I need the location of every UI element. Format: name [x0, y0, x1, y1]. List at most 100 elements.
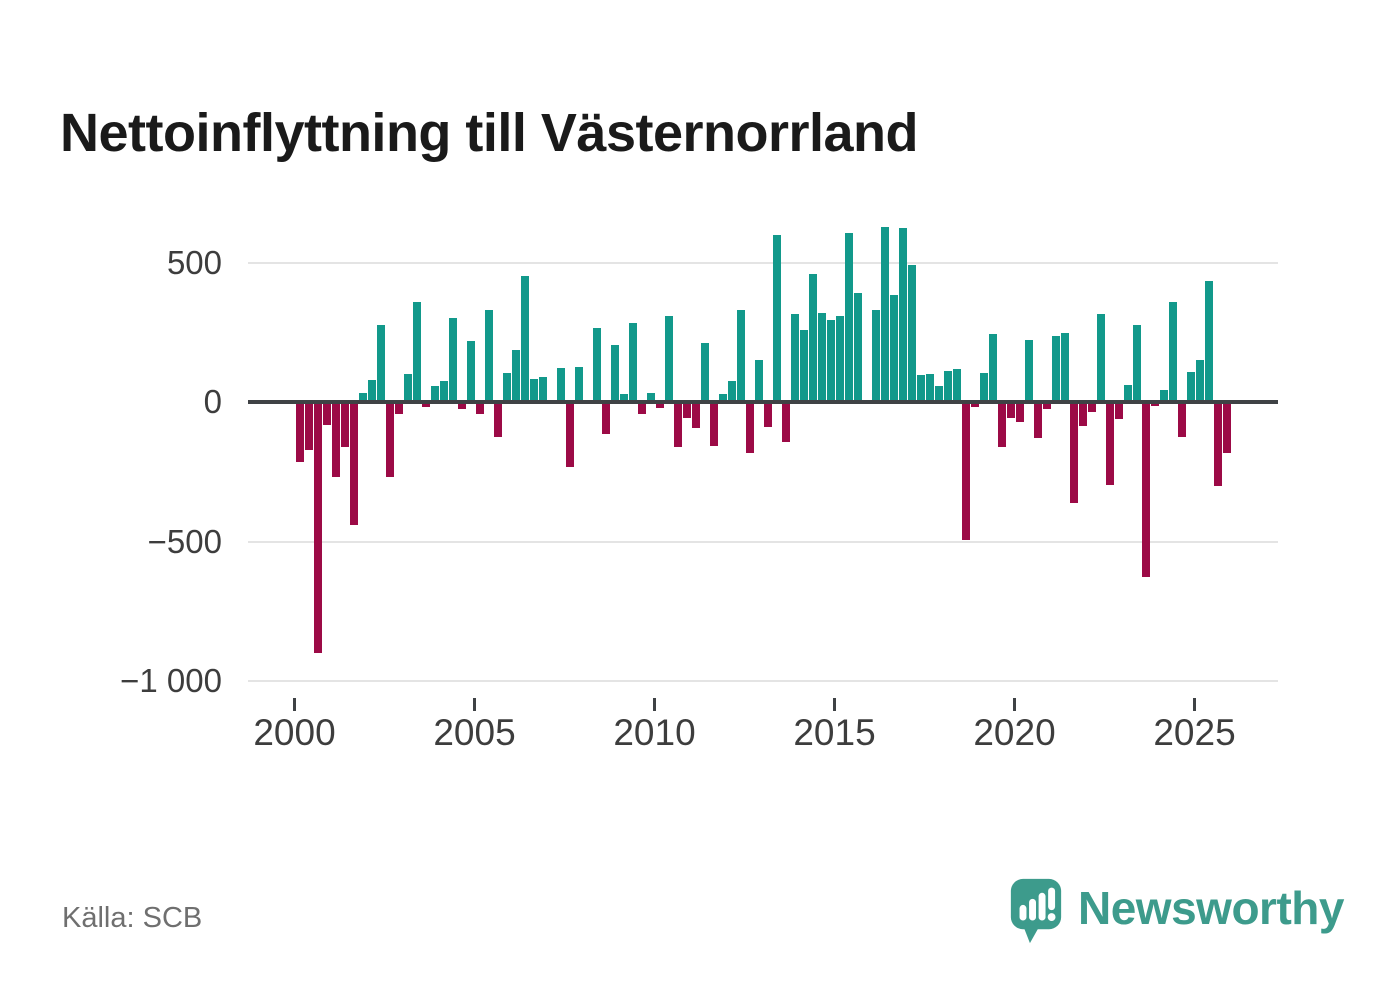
bar — [1142, 402, 1150, 577]
bar — [521, 276, 529, 402]
x-tick — [473, 698, 476, 711]
bar — [557, 367, 565, 402]
x-tick — [293, 698, 296, 711]
page-title: Nettoinflyttning till Västernorrland — [60, 103, 919, 164]
bar — [593, 327, 601, 402]
bar — [602, 402, 610, 434]
bar — [719, 394, 727, 402]
bar — [638, 402, 646, 414]
bar — [755, 359, 763, 402]
x-tick-label: 2000 — [253, 712, 336, 753]
bar — [1178, 402, 1186, 437]
x-tick — [1013, 698, 1016, 711]
bar — [1007, 402, 1015, 418]
bar — [341, 402, 349, 447]
bar — [611, 345, 619, 402]
bar — [620, 393, 628, 402]
bar — [458, 402, 466, 409]
bar — [368, 380, 376, 402]
bar — [323, 402, 331, 426]
bar — [1052, 336, 1060, 402]
bar — [1034, 402, 1042, 438]
bar — [476, 402, 484, 414]
bar — [827, 319, 835, 402]
bar — [431, 386, 439, 402]
bar — [629, 323, 637, 402]
bar — [818, 312, 826, 402]
bar — [512, 350, 520, 402]
bar — [314, 402, 322, 654]
bar — [1097, 313, 1105, 402]
x-tick — [833, 698, 836, 711]
bar — [710, 402, 718, 447]
bar — [395, 402, 403, 414]
bar — [908, 264, 916, 402]
bar — [1016, 402, 1024, 423]
zero-axis-line — [248, 400, 1278, 404]
x-tick — [653, 698, 656, 711]
bar — [647, 393, 655, 402]
bar — [1214, 402, 1222, 487]
bar — [1115, 402, 1123, 419]
bar — [674, 402, 682, 447]
bar — [1169, 301, 1177, 402]
bar — [539, 377, 547, 402]
y-tick-label: 500 — [166, 243, 222, 281]
x-tick — [1193, 698, 1196, 711]
bar — [1223, 402, 1231, 454]
bar — [1124, 385, 1132, 402]
bar — [422, 402, 430, 408]
gridline — [248, 540, 1278, 543]
bar — [296, 402, 304, 462]
bar — [926, 374, 934, 402]
bar — [854, 293, 862, 402]
bar — [575, 367, 583, 402]
bar — [377, 324, 385, 402]
gridline — [248, 261, 1278, 264]
bar — [953, 369, 961, 402]
bar — [485, 310, 493, 402]
y-tick-label: −500 — [147, 522, 222, 560]
bar — [764, 402, 772, 427]
bar — [1196, 360, 1204, 402]
bar — [836, 315, 844, 402]
bar — [980, 372, 988, 402]
bar — [791, 313, 799, 402]
x-tick-label: 2005 — [433, 712, 516, 753]
bar — [1187, 372, 1195, 402]
bar — [440, 381, 448, 402]
x-tick-label: 2010 — [613, 712, 696, 753]
bar — [998, 402, 1006, 448]
bar — [467, 340, 475, 402]
bar — [701, 343, 709, 402]
x-tick-label: 2020 — [973, 712, 1056, 753]
x-tick-label: 2015 — [793, 712, 876, 753]
bar — [503, 372, 511, 402]
bar — [1070, 402, 1078, 503]
bar — [449, 318, 457, 402]
bar — [683, 402, 691, 419]
bar — [359, 392, 367, 402]
y-tick-label: −1 000 — [120, 662, 222, 699]
bar — [350, 402, 358, 526]
bar — [1160, 390, 1168, 402]
bar — [332, 402, 340, 477]
newsworthy-branding: Newsworthy — [1010, 878, 1344, 944]
bar — [782, 402, 790, 442]
bar — [665, 316, 673, 402]
bar — [917, 375, 925, 402]
bar — [530, 379, 538, 402]
source-note: Källa: SCB — [62, 902, 203, 934]
bar — [962, 402, 970, 541]
x-tick-label: 2025 — [1153, 712, 1236, 753]
bar — [746, 402, 754, 454]
bar — [872, 309, 880, 402]
bar — [656, 402, 664, 409]
bar — [845, 233, 853, 402]
bar — [890, 295, 898, 402]
bar — [935, 385, 943, 402]
bar — [800, 329, 808, 402]
bar — [971, 402, 979, 408]
bar — [881, 227, 889, 402]
